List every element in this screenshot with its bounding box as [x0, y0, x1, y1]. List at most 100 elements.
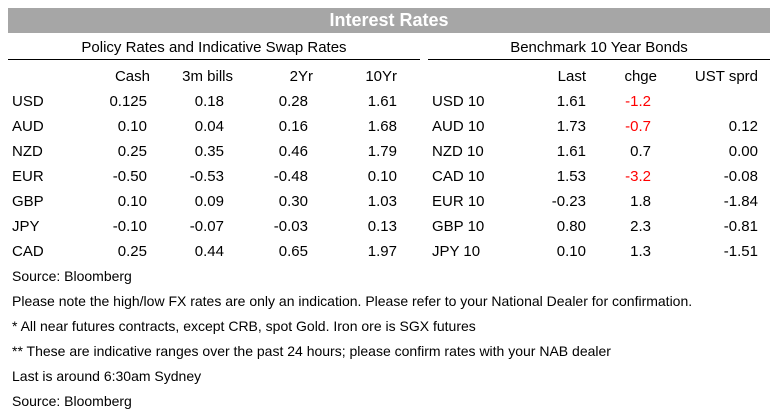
column-header-ust-sprd: UST sprd: [694, 68, 758, 85]
bond-change: 1.3: [630, 243, 651, 260]
bond-last-yield: 0.80: [556, 218, 586, 235]
cash-rate: 0.25: [117, 143, 147, 160]
ranges-note: ** These are indicative ranges over the …: [12, 343, 611, 359]
bond-ust-spread: -1.51: [723, 243, 758, 260]
bond-change: 2.3: [630, 218, 651, 235]
swap-2yr-rate: -0.48: [273, 168, 308, 185]
bond-last-yield: -0.23: [551, 193, 586, 210]
futures-note: * All near futures contracts, except CRB…: [12, 318, 476, 334]
cash-rate: -0.10: [112, 218, 147, 235]
swap-2yr-rate: 0.65: [278, 243, 308, 260]
swap-2yr-rate: 0.16: [278, 118, 308, 135]
table-row: JPY 10 0.10 1.3 -1.51: [428, 239, 770, 264]
swap-10yr-rate: 1.97: [367, 243, 397, 260]
bond-change: -1.2: [625, 93, 651, 110]
bond-label: GBP 10: [432, 218, 485, 235]
bonds-column-headers: Last chge UST sprd: [428, 64, 770, 89]
table-row: CAD 10 1.53 -3.2 -0.08: [428, 164, 770, 189]
bond-label: EUR 10: [432, 193, 485, 210]
bills-3m-rate: 0.04: [194, 118, 224, 135]
bills-3m-rate: 0.35: [194, 143, 224, 160]
currency-label: CAD: [12, 243, 44, 260]
footnotes: Source: Bloomberg Please note the high/l…: [12, 264, 692, 414]
table-row: CAD 0.25 0.44 0.65 1.97: [8, 239, 420, 264]
bond-yields-table: Last chge UST sprd USD 10 1.61 -1.2 AUD …: [428, 64, 770, 264]
bills-3m-rate: 0.18: [194, 93, 224, 110]
policy-header-rule: [8, 59, 420, 60]
bond-ust-spread: -1.84: [723, 193, 758, 210]
bond-change: -0.7: [625, 118, 651, 135]
bills-3m-rate: -0.53: [189, 168, 224, 185]
swap-2yr-rate: 0.46: [278, 143, 308, 160]
bond-change: 1.8: [630, 193, 651, 210]
swap-10yr-rate: 0.13: [367, 218, 397, 235]
cash-rate: 0.25: [117, 243, 147, 260]
bond-label: USD 10: [432, 93, 485, 110]
swap-10yr-rate: 1.03: [367, 193, 397, 210]
column-header-last: Last: [557, 68, 586, 85]
currency-label: AUD: [12, 118, 44, 135]
table-row: GBP 0.10 0.09 0.30 1.03: [8, 189, 420, 214]
bond-change: -3.2: [625, 168, 651, 185]
column-header-currency: [8, 64, 80, 89]
bond-last-yield: 1.73: [556, 118, 586, 135]
table-row: EUR 10 -0.23 1.8 -1.84: [428, 189, 770, 214]
bond-last-yield: 1.61: [556, 93, 586, 110]
timing-note: Last is around 6:30am Sydney: [12, 368, 202, 384]
column-header-10yr: 10Yr: [365, 68, 397, 85]
bond-label: CAD 10: [432, 168, 485, 185]
currency-label: EUR: [12, 168, 44, 185]
swap-10yr-rate: 1.79: [367, 143, 397, 160]
table-row: USD 10 1.61 -1.2: [428, 89, 770, 114]
cash-rate: 0.10: [117, 118, 147, 135]
section-divider: [424, 36, 425, 262]
bond-label: AUD 10: [432, 118, 485, 135]
swap-10yr-rate: 1.68: [367, 118, 397, 135]
swap-10yr-rate: 1.61: [367, 93, 397, 110]
column-header-bond: [428, 64, 506, 89]
bond-ust-spread: 0.12: [728, 118, 758, 135]
currency-label: USD: [12, 93, 44, 110]
swap-10yr-rate: 0.10: [367, 168, 397, 185]
bond-last-yield: 1.61: [556, 143, 586, 160]
column-header-cash: Cash: [114, 68, 150, 85]
table-row: AUD 0.10 0.04 0.16 1.68: [8, 114, 420, 139]
policy-column-headers: Cash 3m bills 2Yr 10Yr: [8, 64, 420, 89]
cash-rate: -0.50: [112, 168, 147, 185]
source-note-secondary: Source: Bloomberg: [12, 393, 132, 409]
currency-label: NZD: [12, 143, 43, 160]
source-note: Source: Bloomberg: [12, 268, 132, 284]
swap-2yr-rate: 0.30: [278, 193, 308, 210]
table-row: USD 0.125 0.18 0.28 1.61: [8, 89, 420, 114]
bills-3m-rate: 0.09: [194, 193, 224, 210]
fx-disclaimer-note: Please note the high/low FX rates are on…: [12, 293, 693, 309]
page-title: Interest Rates: [8, 8, 770, 33]
policy-rates-table: Cash 3m bills 2Yr 10Yr USD 0.125 0.18 0.…: [8, 64, 420, 264]
column-header-2yr: 2Yr: [289, 68, 313, 85]
cash-rate: 0.10: [117, 193, 147, 210]
bond-last-yield: 1.53: [556, 168, 586, 185]
currency-label: JPY: [12, 218, 40, 235]
table-row: NZD 0.25 0.35 0.46 1.79: [8, 139, 420, 164]
table-row: NZD 10 1.61 0.7 0.00: [428, 139, 770, 164]
bond-label: NZD 10: [432, 143, 484, 160]
table-row: JPY -0.10 -0.07 -0.03 0.13: [8, 214, 420, 239]
bond-ust-spread: -0.81: [723, 218, 758, 235]
column-header-chge: chge: [624, 68, 657, 85]
bills-3m-rate: 0.44: [194, 243, 224, 260]
table-row: EUR -0.50 -0.53 -0.48 0.10: [8, 164, 420, 189]
bond-ust-spread: [663, 89, 760, 114]
bond-ust-spread: 0.00: [728, 143, 758, 160]
bills-3m-rate: -0.07: [189, 218, 224, 235]
bond-yields-header: Benchmark 10 Year Bonds: [510, 39, 688, 56]
bond-last-yield: 0.10: [556, 243, 586, 260]
policy-rates-header: Policy Rates and Indicative Swap Rates: [81, 39, 347, 56]
bond-change: 0.7: [630, 143, 651, 160]
swap-2yr-rate: -0.03: [273, 218, 308, 235]
bonds-header-rule: [428, 59, 770, 60]
table-row: GBP 10 0.80 2.3 -0.81: [428, 214, 770, 239]
column-header-3m-bills: 3m bills: [182, 68, 233, 85]
cash-rate: 0.125: [109, 93, 147, 110]
currency-label: GBP: [12, 193, 44, 210]
swap-2yr-rate: 0.28: [278, 93, 308, 110]
